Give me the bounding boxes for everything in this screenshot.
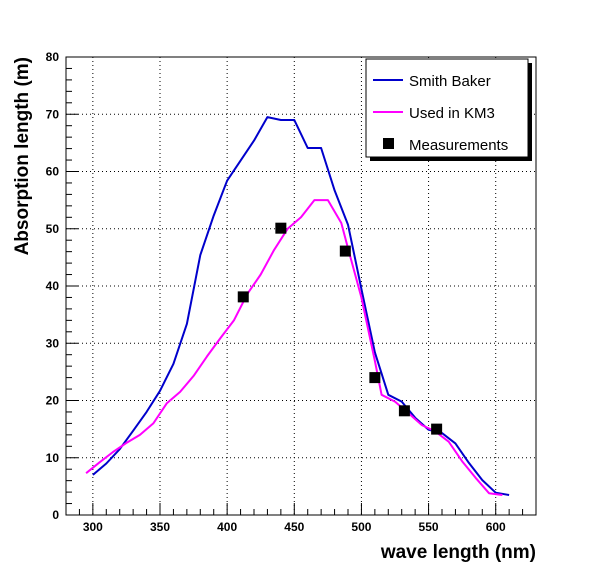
y-tick-label: 80 [46,50,60,64]
legend-label-used-in-km3: Used in KM3 [409,105,495,122]
legend-swatch-measurements [383,138,394,149]
x-tick-label: 450 [284,520,304,534]
x-axis-title: wave length (nm) [380,542,536,563]
x-tick-label: 600 [486,520,506,534]
measurement-point [237,291,249,303]
y-tick-label: 30 [46,336,60,350]
legend-label-measurements: Measurements [409,137,508,154]
measurement-point [398,405,410,417]
measurement-point [339,245,351,257]
y-tick-label: 0 [52,508,59,522]
measurement-point [275,222,287,234]
y-tick-label: 20 [46,394,60,408]
x-tick-label: 300 [83,520,103,534]
y-tick-label: 50 [46,222,60,236]
measurement-point [431,423,443,435]
legend: Smith Baker Used in KM3 Measurements [365,58,532,161]
y-tick-label: 40 [46,279,60,293]
measurement-point [369,372,381,384]
data-series [85,116,510,496]
axis-ticks: 300 350 400 450 500 550 600 0 10 20 30 40 50 60 70 80 [46,50,537,534]
y-axis-title: Absorption length (m) [12,57,33,255]
x-tick-label: 400 [217,520,237,534]
y-tick-label: 60 [46,165,60,179]
legend-label-smith-baker: Smith Baker [409,73,491,90]
x-tick-label: 550 [419,520,439,534]
y-tick-label: 10 [46,451,60,465]
series-line-used-in-km3 [85,199,503,496]
x-tick-label: 500 [351,520,371,534]
y-tick-label: 70 [46,107,60,121]
x-tick-label: 350 [150,520,170,534]
